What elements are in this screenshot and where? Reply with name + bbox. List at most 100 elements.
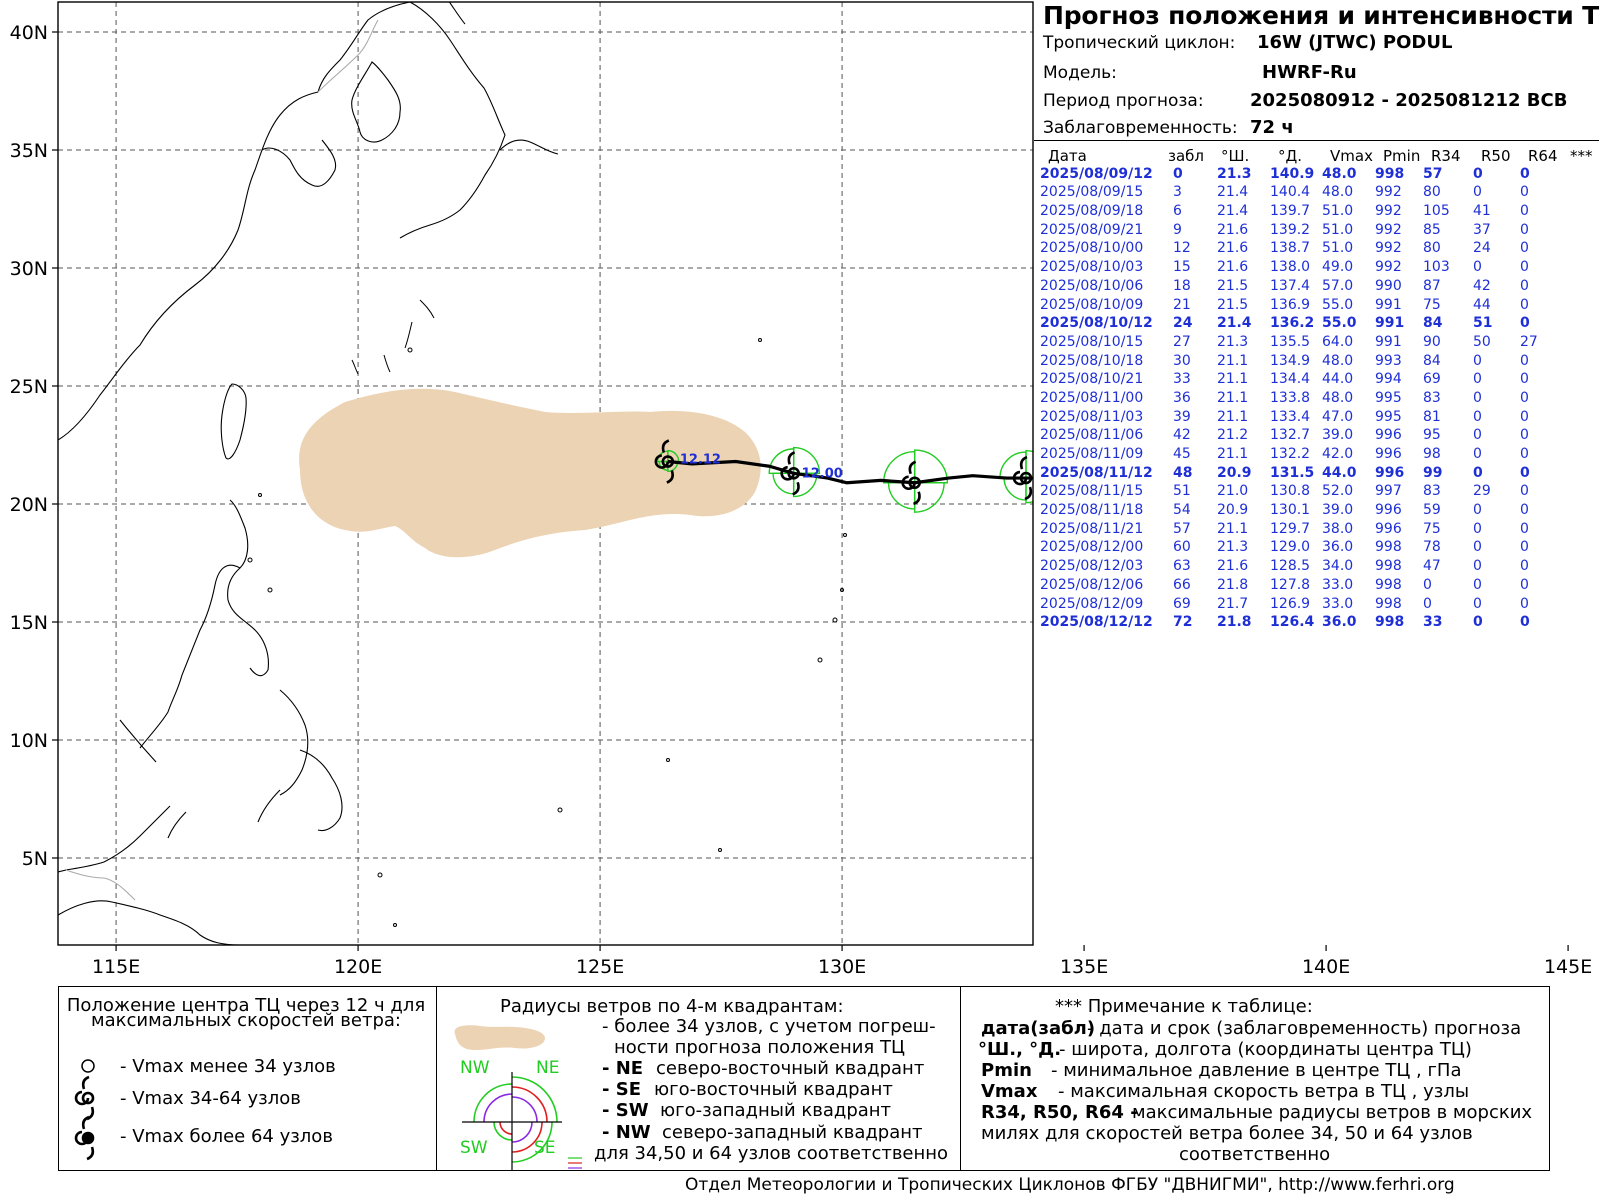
table-cell-r34: 75 — [1423, 520, 1441, 537]
table-cell-lat: 21.6 — [1217, 558, 1249, 575]
note-key-pmin: Pmin — [981, 1060, 1032, 1081]
legend-notes-box — [960, 986, 1550, 1171]
table-cell-r34: 103 — [1423, 259, 1450, 276]
table-cell-pmin: 990 — [1375, 277, 1402, 294]
lead-label: Заблаговременность: — [1043, 118, 1238, 138]
table-cell-lon: 130.8 — [1270, 483, 1311, 500]
table-cell-r64: 0 — [1520, 558, 1529, 575]
table-cell-r34: 59 — [1423, 502, 1441, 519]
table-cell-date: 2025/08/10/06 — [1040, 277, 1144, 294]
table-cell-r34: 75 — [1423, 296, 1441, 313]
table-cell-pmin: 995 — [1375, 389, 1402, 406]
table-cell-r64: 0 — [1520, 520, 1529, 537]
table-cell-vmax: 48.0 — [1322, 389, 1354, 406]
table-cell-vmax: 48.0 — [1322, 184, 1354, 201]
x-tick-label: 130E — [818, 956, 866, 978]
table-cell-lon: 140.9 — [1270, 165, 1315, 182]
legend-radii-title: Радиусы ветров по 4-м квадрантам: — [500, 996, 844, 1017]
y-tick-label: 10N — [10, 730, 48, 752]
table-cell-r34: 33 — [1423, 614, 1443, 631]
table-cell-lat: 20.9 — [1217, 464, 1252, 481]
table-cell-lat: 21.1 — [1217, 371, 1249, 388]
table-cell-r64: 0 — [1520, 165, 1530, 182]
wind-radius-arc — [768, 448, 795, 475]
table-cell-lead: 0 — [1173, 165, 1183, 182]
table-cell-r34: 84 — [1423, 315, 1443, 332]
compass-se: SE — [534, 1138, 556, 1158]
table-cell-lead: 57 — [1173, 520, 1191, 537]
table-cell-r64: 0 — [1520, 576, 1529, 593]
table-cell-lon: 136.2 — [1270, 315, 1315, 332]
table-cell-date: 2025/08/11/06 — [1040, 427, 1144, 444]
table-cell-lat: 21.7 — [1217, 595, 1249, 612]
table-cell-r34: 98 — [1423, 446, 1441, 462]
table-cell-r50: 44 — [1473, 296, 1491, 313]
table-cell-r34: 81 — [1423, 408, 1441, 425]
table-cell-vmax: 36.0 — [1322, 614, 1357, 631]
legend-se-text: юго-восточный квадрант — [654, 1079, 893, 1100]
wind-radius-arc — [913, 449, 949, 484]
note-text-radii: максимальные радиусы ветров в морских — [1132, 1102, 1533, 1123]
table-cell-lead: 39 — [1173, 408, 1191, 425]
table-cell-pmin: 991 — [1375, 296, 1402, 313]
table-cell-date: 2025/08/10/00 — [1040, 240, 1144, 257]
legend-symbol-strong: - Vmax более 64 узлов — [120, 1126, 333, 1147]
table-column-header: Pmin — [1383, 147, 1421, 165]
table-cell-r34: 78 — [1423, 539, 1441, 556]
table-cell-date: 2025/08/10/03 — [1040, 259, 1144, 276]
note-key-date: дата(забл) — [981, 1018, 1096, 1039]
table-cell-r50: 0 — [1473, 502, 1482, 519]
table-cell-lon: 134.4 — [1270, 371, 1311, 388]
cyclone-open-icon — [74, 1075, 95, 1121]
table-cell-lat: 21.3 — [1217, 539, 1249, 556]
table-cell-lead: 27 — [1173, 333, 1191, 350]
table-cell-lead: 63 — [1173, 558, 1191, 575]
table-cell-r34: 80 — [1423, 240, 1441, 257]
table-cell-pmin: 992 — [1375, 184, 1402, 201]
table-cell-lon: 137.4 — [1270, 277, 1311, 294]
x-tick-label: 120E — [334, 956, 382, 978]
table-cell-lat: 20.9 — [1217, 502, 1249, 519]
table-cell-vmax: 33.0 — [1322, 576, 1354, 593]
table-cell-vmax: 55.0 — [1322, 315, 1357, 332]
table-cell-vmax: 34.0 — [1322, 558, 1354, 575]
table-cell-r34: 80 — [1423, 184, 1441, 201]
table-cell-vmax: 55.0 — [1322, 296, 1354, 313]
compass-sw: SW — [460, 1138, 488, 1158]
table-cell-vmax: 48.0 — [1322, 165, 1357, 182]
table-cell-lead: 60 — [1173, 539, 1191, 556]
table-cell-r50: 0 — [1473, 520, 1482, 537]
wind-radius-arc — [1257, 466, 1263, 472]
compass-ne: NE — [536, 1058, 560, 1078]
table-cell-vmax: 57.0 — [1322, 277, 1354, 294]
table-cell-pmin: 995 — [1375, 408, 1402, 425]
table-cell-vmax: 51.0 — [1322, 240, 1354, 257]
table-cell-date: 2025/08/11/18 — [1040, 502, 1144, 519]
table-cell-lat: 21.6 — [1217, 240, 1249, 257]
table-cell-r50: 37 — [1473, 221, 1491, 238]
table-cell-pmin: 998 — [1375, 165, 1405, 182]
wind-radius-arc — [656, 450, 669, 463]
table-cell-lat: 21.2 — [1217, 427, 1249, 444]
table-cell-pmin: 994 — [1375, 371, 1402, 388]
table-cell-vmax: 48.0 — [1322, 352, 1354, 369]
table-cell-date: 2025/08/10/21 — [1040, 371, 1144, 388]
table-cell-lon: 128.5 — [1270, 558, 1311, 575]
x-tick-label: 115E — [92, 956, 140, 978]
table-cell-r64: 0 — [1520, 203, 1529, 220]
legend-symbol-weak: - Vmax менее 34 узлов — [120, 1056, 336, 1077]
wind-radius-arc — [887, 482, 916, 510]
table-cell-r50: 0 — [1473, 427, 1482, 444]
table-cell-r64: 0 — [1520, 259, 1529, 276]
compass-nw: NW — [460, 1058, 490, 1078]
table-cell-pmin: 996 — [1375, 464, 1405, 481]
table-cell-date: 2025/08/11/21 — [1040, 520, 1144, 537]
table-cell-r34: 85 — [1423, 221, 1441, 238]
table-cell-pmin: 992 — [1375, 221, 1402, 238]
table-cell-vmax: 38.0 — [1322, 520, 1354, 537]
table-cell-lat: 21.0 — [1217, 483, 1249, 500]
table-column-header: R64 — [1528, 147, 1558, 165]
table-cell-lead: 3 — [1173, 184, 1182, 201]
table-cell-lon: 138.0 — [1270, 259, 1311, 276]
wind-radius-arc — [792, 472, 818, 498]
